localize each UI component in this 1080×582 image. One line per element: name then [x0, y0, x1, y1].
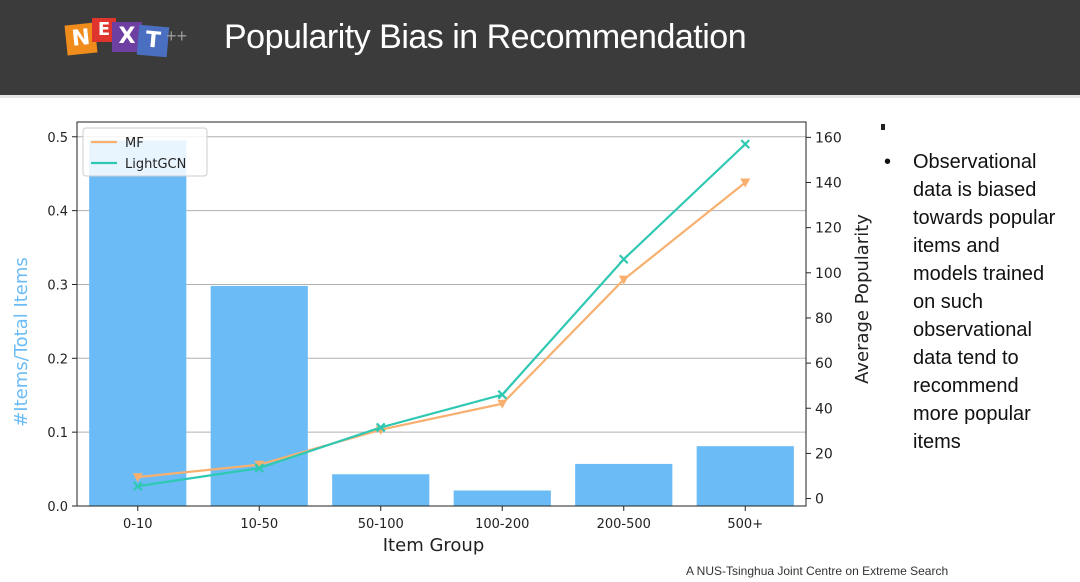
left-tick-label-5: 0.5 — [47, 131, 68, 146]
x-tick-label-3: 100-200 — [475, 517, 529, 532]
point-MF-200-500 — [618, 275, 629, 285]
point-MF-10-50 — [254, 460, 265, 470]
bar-50-100 — [332, 474, 430, 506]
left-tick-label-3: 0.3 — [47, 278, 68, 293]
header-divider — [0, 95, 1080, 98]
left-tick-label-0: 0.0 — [47, 500, 68, 515]
right-tick-label-5: 100 — [815, 266, 842, 282]
slide-header: N E X T ++ Popularity Bias in Recommenda… — [0, 0, 1080, 95]
point-LightGCN-0-10 — [132, 481, 143, 491]
right-tick-label-2: 40 — [815, 401, 833, 417]
x-tick-label-0: 0-10 — [123, 517, 153, 532]
bar-500+ — [696, 446, 794, 506]
right-tick-label-8: 160 — [815, 130, 842, 146]
right-tick-label-4: 80 — [815, 311, 833, 327]
point-LightGCN-50-100 — [375, 422, 386, 433]
left-tick-label-2: 0.2 — [47, 352, 68, 367]
mouse-cursor-icon — [881, 124, 885, 130]
slide-title: Popularity Bias in Recommendation — [224, 18, 747, 56]
point-LightGCN-10-50 — [254, 463, 265, 473]
right-tick-label-0: 0 — [815, 492, 824, 508]
legend-label-MF: MF — [125, 136, 144, 151]
legend-label-LightGCN: LightGCN — [125, 157, 186, 172]
right-axis-label: Average Popularity — [852, 214, 873, 384]
bar-0-10 — [89, 140, 187, 506]
series-line-LightGCN — [137, 143, 747, 488]
plot-frame — [76, 121, 807, 507]
next-logo: N E X T ++ — [64, 16, 196, 60]
x-tick-label-2: 50-100 — [358, 517, 404, 532]
x-tick-label-4: 200-500 — [597, 517, 651, 532]
point-LightGCN-500+ — [740, 139, 751, 149]
left-tick-label-1: 0.1 — [47, 426, 68, 441]
logo-letter-x: X — [112, 22, 142, 52]
point-MF-100-200 — [497, 399, 508, 409]
popularity-chart: 0.0 0.1 0.2 0.3 0.4 0.5 0 20 40 60 80 100 120 140 160 0… — [11, 121, 873, 556]
x-tick-label-5: 500+ — [727, 517, 763, 532]
bar-100-200 — [453, 490, 551, 506]
right-tick-label-6: 120 — [815, 221, 842, 237]
right-tick-label-3: 60 — [815, 356, 833, 372]
footer-credit: A NUS-Tsinghua Joint Centre on Extreme S… — [686, 564, 949, 578]
series-line-MF — [137, 181, 746, 479]
left-axis-label: #Items/Total Items — [11, 257, 32, 427]
right-tick-label-7: 140 — [815, 176, 842, 192]
logo-letter-t: T — [136, 24, 170, 58]
point-MF-500+ — [740, 178, 751, 188]
bar-200-500 — [575, 463, 673, 506]
right-tick-label-1: 20 — [815, 446, 833, 462]
point-MF-0-10 — [132, 473, 143, 483]
x-axis-label: Item Group — [383, 535, 485, 556]
bullet-text: Observational data is biased towards pop… — [913, 151, 1056, 453]
x-tick-label-1: 10-50 — [240, 517, 278, 532]
left-tick-label-4: 0.4 — [47, 205, 68, 220]
point-LightGCN-200-500 — [618, 254, 629, 265]
logo-suffix: ++ — [166, 26, 188, 46]
point-LightGCN-100-200 — [497, 389, 508, 400]
bullet-dot-icon: • — [884, 151, 892, 173]
